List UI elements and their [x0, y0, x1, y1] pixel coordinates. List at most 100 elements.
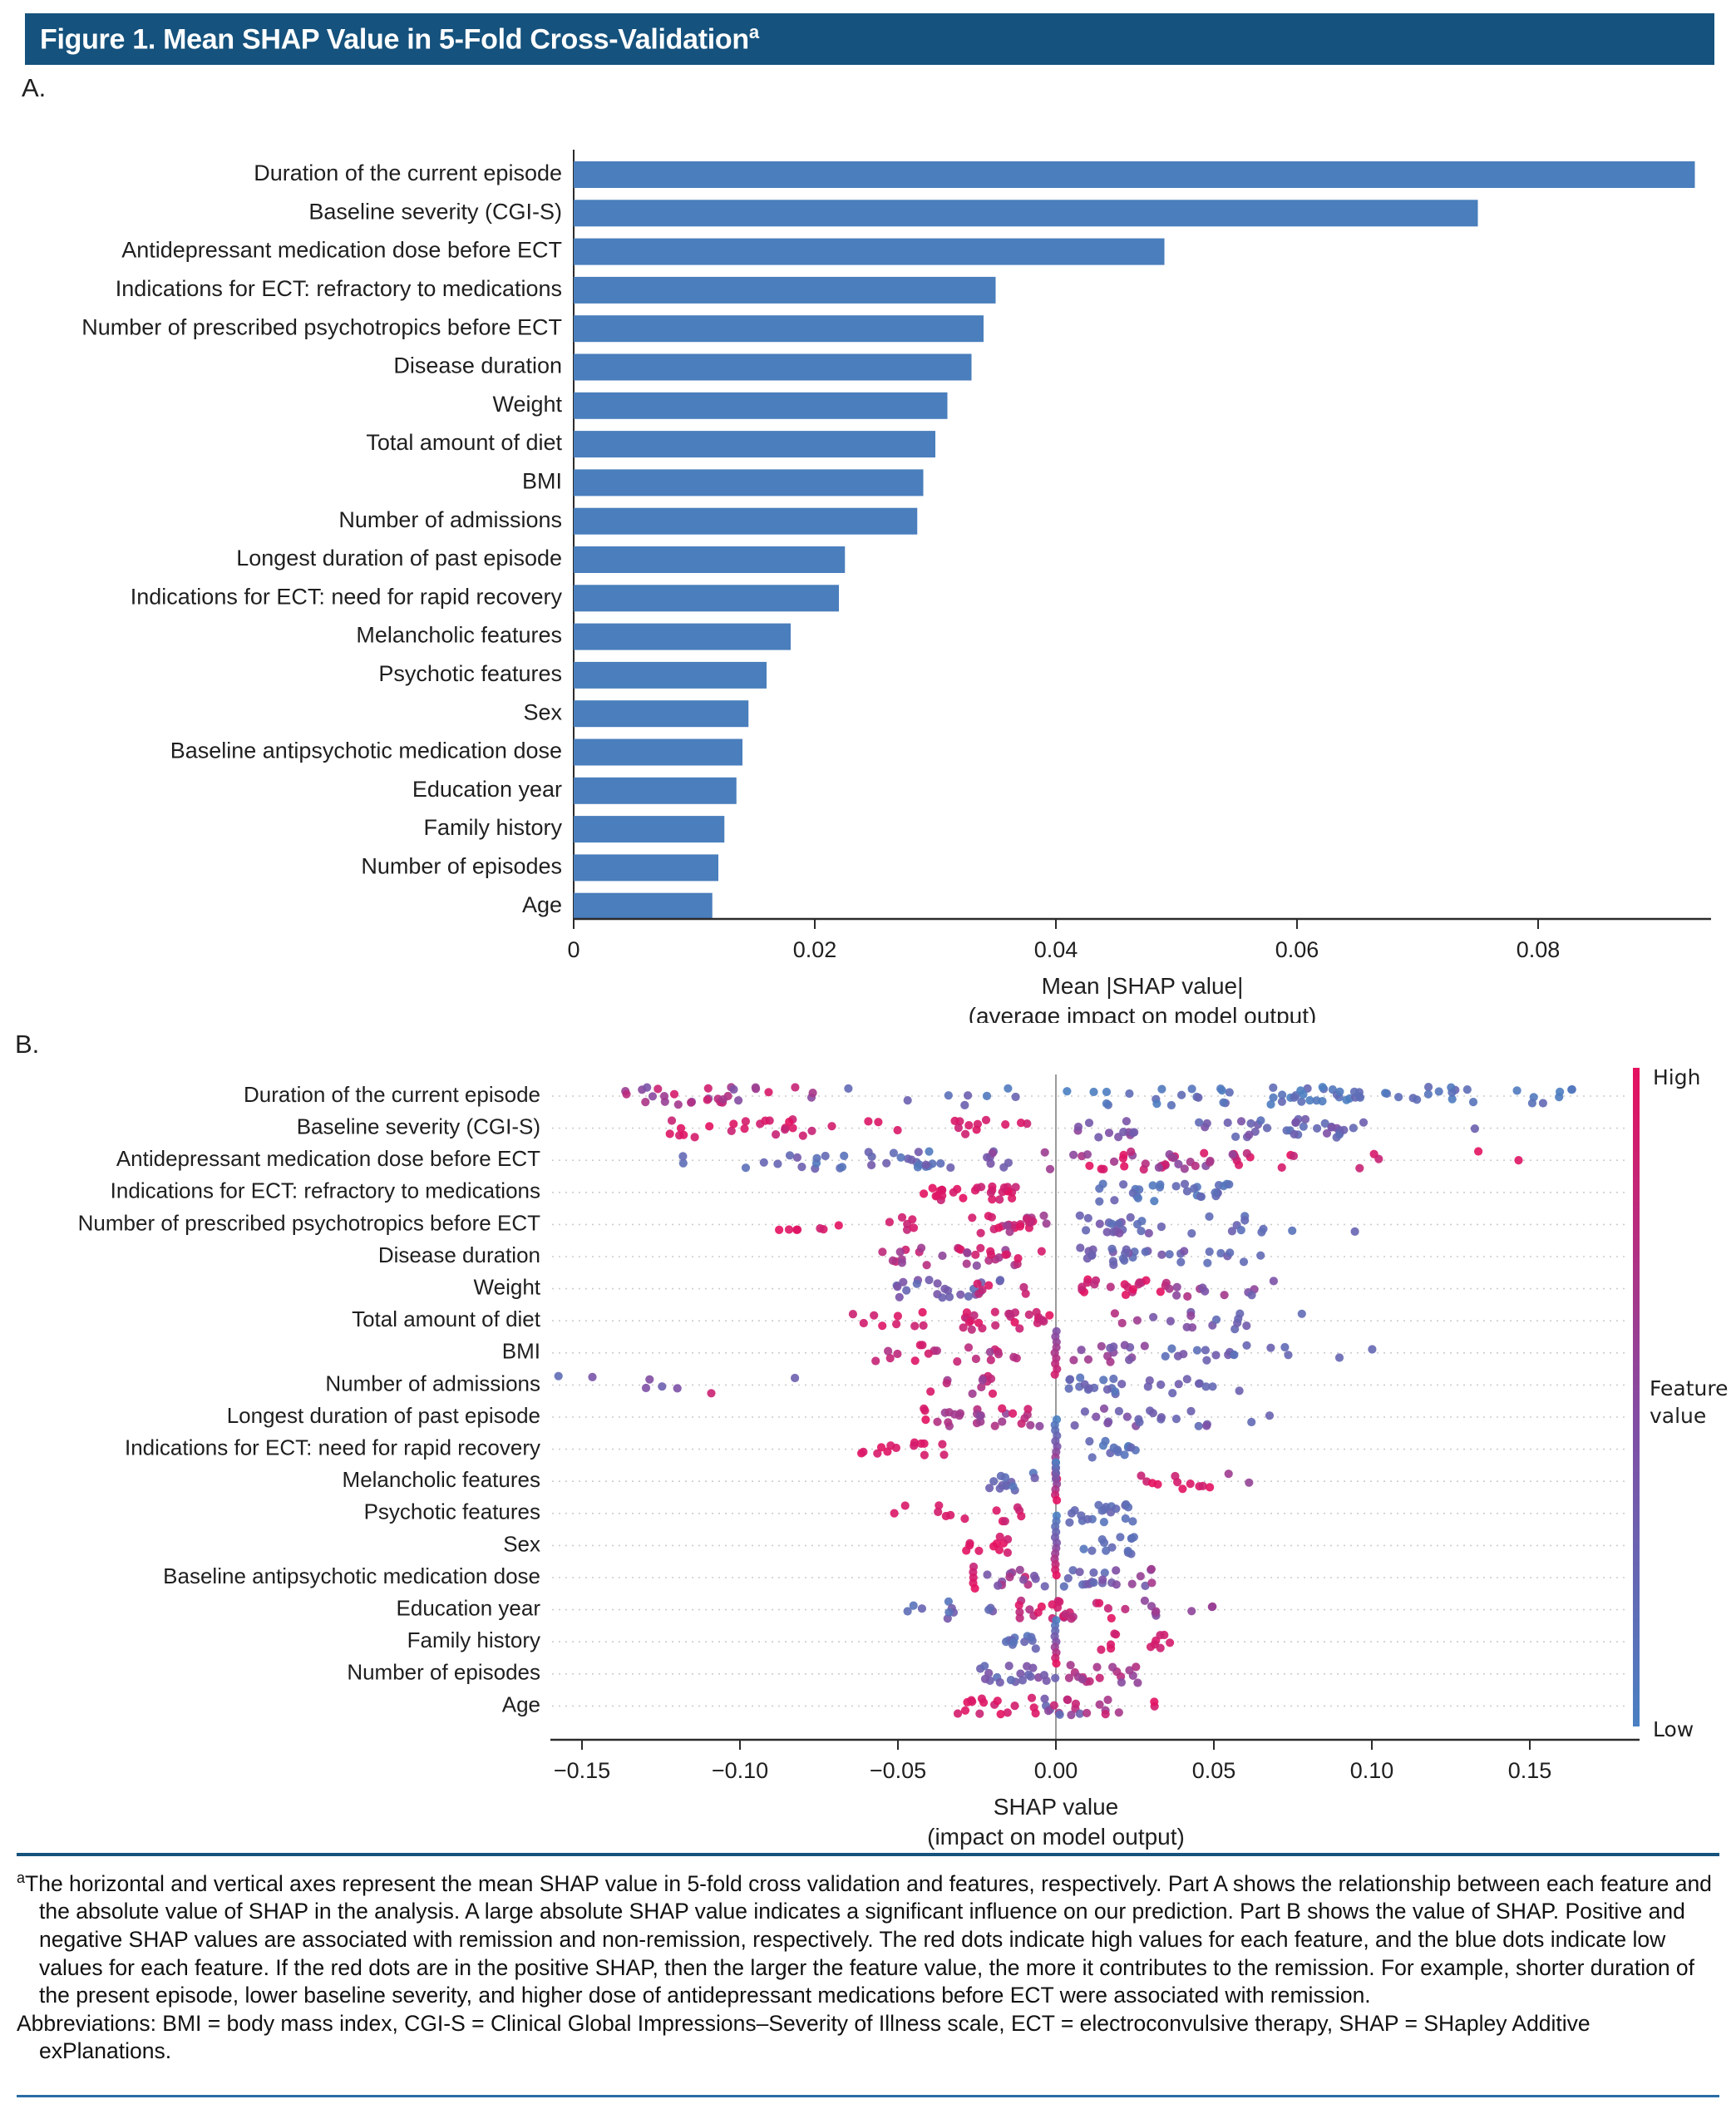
dot [964, 1343, 974, 1352]
dot [1133, 1193, 1142, 1203]
dot [1132, 1662, 1141, 1672]
dot [690, 1133, 699, 1142]
dot [1256, 1251, 1265, 1260]
dot [1003, 1708, 1012, 1717]
dot [960, 1514, 969, 1524]
dot [1349, 1087, 1359, 1096]
dot [1148, 1181, 1157, 1190]
dot [1025, 1605, 1034, 1614]
dot [554, 1371, 563, 1381]
dot [1187, 1084, 1196, 1094]
feature-label: Number of episodes [347, 1660, 540, 1685]
dot [1154, 1163, 1163, 1172]
dot [978, 1285, 987, 1295]
dot [1020, 1637, 1029, 1647]
dot [1051, 1673, 1060, 1682]
feature-label: Melancholic features [343, 1467, 540, 1492]
dot [931, 1192, 940, 1201]
dot [1015, 1222, 1025, 1231]
dot [1194, 1379, 1204, 1388]
dot [1080, 1407, 1089, 1416]
dot [1100, 1568, 1109, 1578]
dot [986, 1159, 995, 1168]
dot [1010, 1702, 1019, 1711]
dot [1225, 1180, 1234, 1189]
dot [772, 1130, 781, 1139]
dot [1015, 1613, 1024, 1623]
dot [1150, 1697, 1159, 1707]
tick-label: 0.08 [1517, 937, 1561, 962]
feature-label: Age [502, 1692, 540, 1716]
dot [899, 1277, 908, 1287]
dot [1300, 1114, 1310, 1124]
dot [1098, 1179, 1107, 1188]
dot [1299, 1089, 1308, 1099]
dot [897, 1258, 906, 1267]
dot [1009, 1352, 1018, 1361]
dot [1246, 1119, 1255, 1128]
dot [1230, 1351, 1239, 1360]
dot [1147, 1564, 1156, 1573]
dot [1269, 1093, 1278, 1102]
dot [653, 1084, 663, 1094]
dot [1095, 1598, 1104, 1608]
dot [1172, 1291, 1181, 1300]
dot [1067, 1614, 1076, 1623]
dot [1147, 1578, 1157, 1588]
dot [1014, 1601, 1023, 1610]
dot [773, 1159, 782, 1168]
dot [740, 1124, 749, 1134]
dot [1157, 1250, 1166, 1259]
panel-b-label: B. [15, 1030, 40, 1059]
dot [1242, 1321, 1251, 1331]
dot [981, 1115, 991, 1124]
feature-label: Psychotic features [364, 1499, 540, 1524]
dot [1342, 1095, 1351, 1104]
feature-label: Number of admissions [338, 507, 562, 532]
dot [978, 1376, 987, 1385]
dot [1206, 1483, 1215, 1492]
dot [1208, 1382, 1217, 1391]
dot [1099, 1518, 1108, 1527]
dot [1004, 1534, 1013, 1544]
dot [1102, 1227, 1112, 1237]
dot [1040, 1582, 1049, 1591]
dot [729, 1119, 738, 1129]
bar [574, 854, 718, 882]
dot [924, 1349, 933, 1358]
dot [1265, 1411, 1275, 1420]
dot [1005, 1309, 1014, 1319]
dot [1083, 1708, 1092, 1717]
dot [1148, 1409, 1157, 1418]
dot [998, 1404, 1007, 1413]
dot [1200, 1148, 1209, 1158]
dot [1082, 1226, 1091, 1235]
dot [1240, 1216, 1250, 1225]
dot [878, 1247, 887, 1257]
bar [574, 623, 791, 650]
dot [994, 1223, 1004, 1232]
dot [975, 1709, 984, 1718]
dot [959, 1193, 968, 1203]
dot [1023, 1670, 1033, 1679]
dot [962, 1259, 971, 1268]
dot [954, 1124, 963, 1133]
dot [1099, 1404, 1109, 1413]
dot [1538, 1099, 1547, 1108]
dot [1135, 1418, 1144, 1427]
dot [1198, 1283, 1207, 1292]
dot [848, 1310, 857, 1319]
tick-label: 0 [567, 937, 579, 962]
dot [971, 1250, 980, 1259]
dot [1070, 1420, 1079, 1430]
dot [1134, 1280, 1143, 1289]
feature-label: Weight [492, 392, 562, 417]
dot [996, 1710, 1005, 1719]
dot [1227, 1227, 1236, 1236]
dot [1269, 1277, 1278, 1286]
dot [1359, 1118, 1369, 1127]
dot [588, 1372, 597, 1381]
dot [1191, 1161, 1200, 1171]
tick-label: −0.10 [712, 1758, 768, 1783]
tick-label: 0.02 [793, 937, 837, 962]
